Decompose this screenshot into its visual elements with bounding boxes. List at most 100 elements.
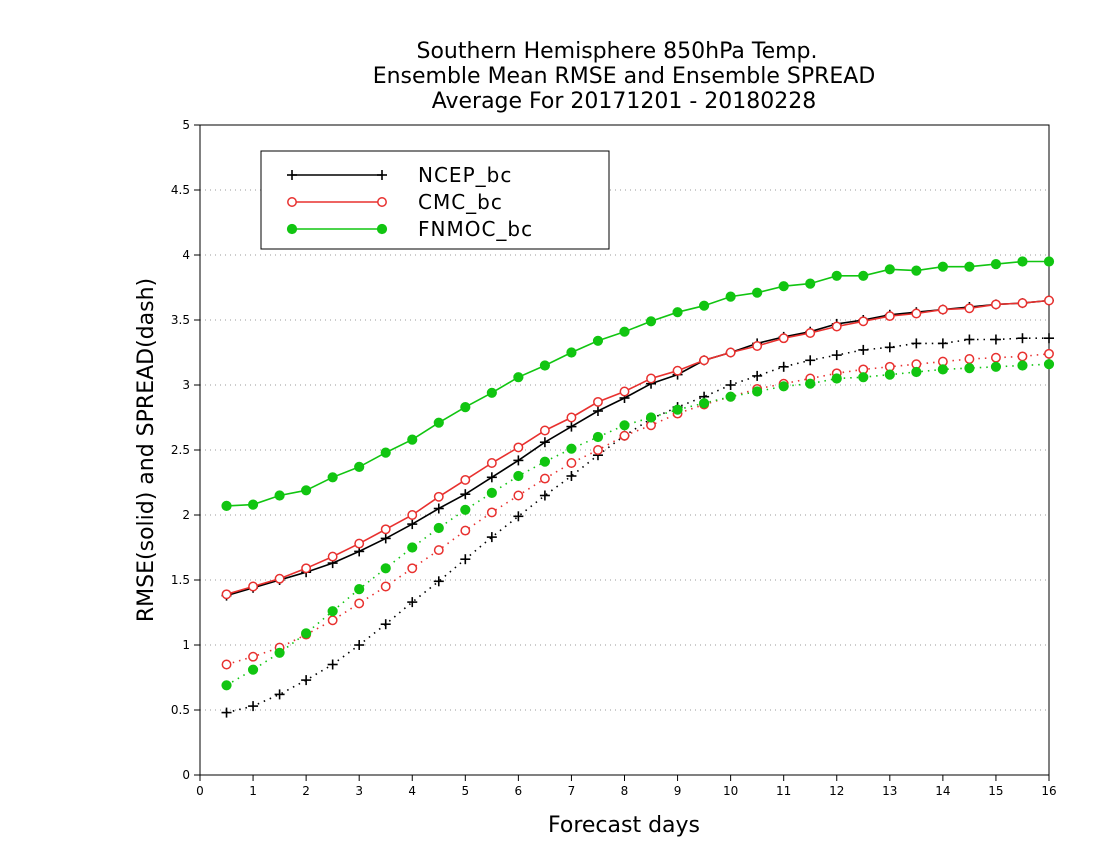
fnmoc-bc-spread-point — [698, 398, 710, 409]
y-tick-label-2.5: 2.5 — [171, 443, 190, 457]
fnmoc-bc-rmse-point — [778, 281, 789, 292]
fnmoc-bc-rmse-point — [513, 372, 524, 383]
ncep-bc-spread-line — [226, 337, 1049, 714]
fnmoc-bc-spread-point — [619, 420, 630, 431]
fnmoc-bc-rmse-point — [327, 472, 338, 483]
cmc-bc-spread-point — [990, 352, 1001, 363]
cmc-bc-spread-point — [593, 445, 603, 455]
cmc-bc-rmse-point — [725, 347, 736, 358]
legend-item-cmc-bc: CMC_bc — [287, 190, 503, 214]
legend-item-fnmoc-bc: FNMOC_bc — [286, 217, 532, 241]
x-tick-label-2: 2 — [302, 784, 310, 798]
ncep-bc-spread-point — [805, 355, 816, 366]
ncep-bc-spread-point — [539, 490, 550, 501]
cmc-bc-spread-point — [460, 525, 471, 536]
fnmoc-bc-rmse-point — [221, 500, 232, 511]
ncep-bc-rmse-point — [513, 455, 524, 466]
fnmoc-bc-spread-point — [990, 361, 1002, 372]
ncep-bc-spread-point — [937, 338, 948, 349]
cmc-bc-rmse-point — [699, 355, 710, 366]
ncep-bc-rmse-point — [380, 533, 391, 544]
fnmoc-bc-spread-point — [911, 366, 922, 378]
fnmoc-bc-spread-point — [354, 584, 365, 595]
cmc-bc-rmse-point — [327, 551, 338, 562]
ncep-bc-spread-point — [566, 471, 577, 481]
legend-label-ncep-bc: NCEP_bc — [418, 163, 512, 187]
fnmoc-bc-spread-point — [327, 606, 338, 617]
x-tick-label-11: 11 — [776, 784, 791, 798]
fnmoc-bc-rmse-point — [539, 360, 551, 371]
legend-marker — [377, 197, 387, 207]
x-tick-label-3: 3 — [355, 784, 363, 798]
chart-title: Southern Hemisphere 850hPa Temp. Ensembl… — [373, 39, 876, 114]
fnmoc-bc-rmse-point — [831, 270, 842, 281]
cmc-bc-rmse-point — [274, 573, 285, 584]
cmc-bc-rmse-point — [354, 538, 365, 549]
fnmoc-bc-rmse-point — [433, 417, 444, 428]
x-tick-label-6: 6 — [515, 784, 523, 798]
cmc-bc-rmse-point — [831, 321, 842, 332]
cmc-bc-rmse-point — [646, 373, 656, 384]
fnmoc-bc-spread-point — [592, 431, 604, 443]
fnmoc-bc-spread-point — [831, 373, 842, 384]
ncep-bc-spread-point — [725, 380, 736, 390]
ncep-bc-spread-point — [327, 659, 338, 670]
fnmoc-bc-rmse-point — [911, 265, 922, 276]
fnmoc-bc-rmse-point — [698, 300, 710, 311]
cmc-bc-spread-point — [433, 545, 444, 556]
x-tick-label-5: 5 — [461, 784, 469, 798]
ncep-bc-spread-point — [752, 370, 763, 381]
ncep-bc-spread-point — [990, 334, 1001, 345]
cmc-bc-spread-point — [327, 615, 338, 626]
cmc-bc-rmse-point — [1017, 298, 1028, 309]
fnmoc-bc-spread-point — [301, 628, 312, 639]
cmc-bc-rmse-point — [221, 589, 232, 600]
cmc-bc-rmse-point — [858, 316, 869, 327]
x-tick-label-15: 15 — [988, 784, 1003, 798]
fnmoc-bc-rmse-point — [672, 307, 683, 318]
fnmoc-bc-spread-point — [752, 386, 763, 397]
legend-item-ncep-bc: NCEP_bc — [287, 163, 512, 187]
x-tick-label-4: 4 — [408, 784, 416, 798]
ncep-bc-spread-point — [380, 619, 391, 630]
ncep-bc-rmse-point — [566, 421, 577, 432]
cmc-bc-rmse-point — [990, 299, 1001, 310]
x-tick-label-9: 9 — [674, 784, 682, 798]
ncep-bc-spread-point — [911, 338, 922, 349]
x-tick-label-10: 10 — [723, 784, 738, 798]
cmc-bc-rmse-point — [937, 304, 948, 315]
cmc-bc-spread-point — [486, 507, 497, 518]
y-tick-label-4: 4 — [182, 248, 190, 262]
fnmoc-bc-rmse-point — [645, 316, 657, 327]
fnmoc-bc-rmse-point — [566, 347, 577, 358]
cmc-bc-rmse-line — [226, 299, 1050, 596]
fnmoc-bc-spread-point — [433, 522, 444, 534]
legend-label-cmc-bc: CMC_bc — [418, 190, 503, 214]
ncep-bc-spread-point — [221, 707, 232, 718]
fnmoc-bc-spread-point — [460, 504, 471, 515]
cmc-bc-rmse-point — [1044, 295, 1054, 306]
y-tick-label-2: 2 — [182, 508, 190, 522]
cmc-bc-spread-line — [226, 353, 1050, 666]
fnmoc-bc-rmse-point — [407, 434, 418, 445]
fnmoc-bc-spread-point — [1043, 359, 1055, 370]
fnmoc-bc-rmse-point — [964, 261, 975, 272]
y-tick-label-4.5: 4.5 — [171, 183, 190, 197]
x-tick-label-14: 14 — [935, 784, 950, 798]
ncep-bc-rmse-point — [433, 503, 444, 514]
fnmoc-bc-rmse-line — [226, 260, 1049, 507]
series-layer — [221, 256, 1055, 718]
fnmoc-bc-spread-point — [407, 542, 418, 553]
x-tick-label-7: 7 — [568, 784, 576, 798]
fnmoc-bc-rmse-point — [937, 261, 948, 272]
fnmoc-bc-spread-point — [247, 664, 259, 675]
cmc-bc-rmse-point — [248, 581, 259, 592]
ncep-bc-spread-point — [274, 689, 285, 700]
fnmoc-bc-rmse-point — [805, 278, 816, 289]
title-line-3: Average For 20171201 - 20180228 — [432, 89, 817, 114]
fnmoc-bc-rmse-point — [619, 326, 630, 337]
ncep-bc-spread-point — [460, 554, 471, 565]
ncep-bc-spread-point — [884, 342, 895, 353]
ncep-bc-rmse-series — [221, 295, 1054, 601]
